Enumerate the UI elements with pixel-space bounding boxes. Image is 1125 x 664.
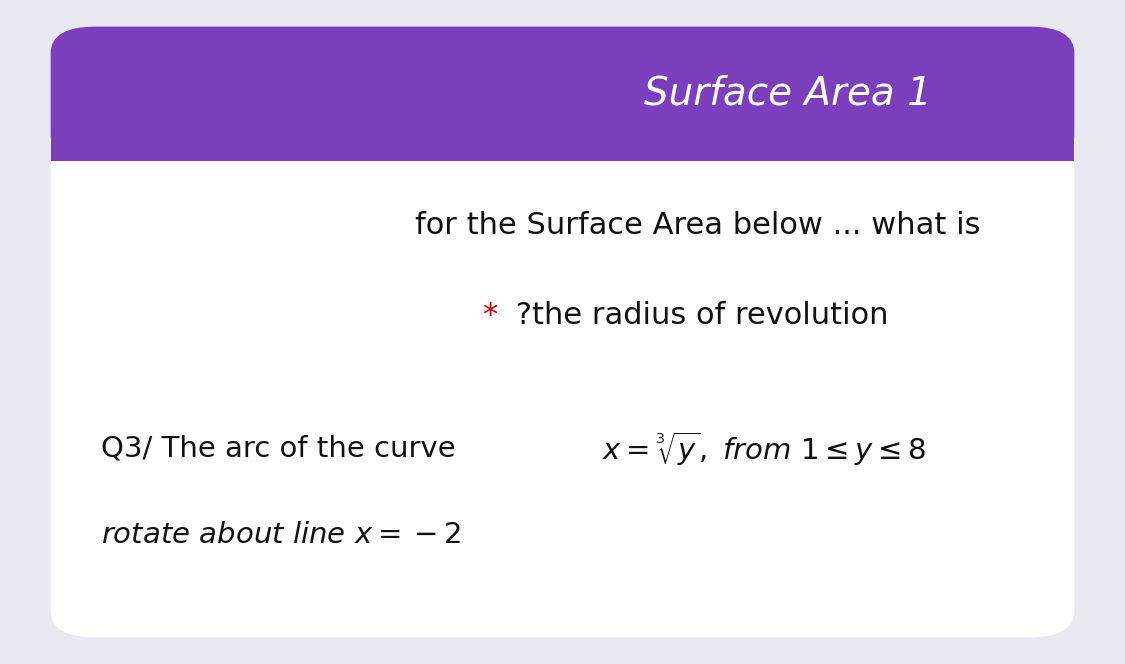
FancyBboxPatch shape [51,27,1074,161]
Text: *: * [482,301,497,330]
Text: Q3/ The arc of the curve: Q3/ The arc of the curve [101,434,465,462]
Bar [51,100,1074,161]
FancyBboxPatch shape [51,27,1074,637]
Text: $x=\sqrt[3]{y},\ from\ 1 \leq y \leq 8$: $x=\sqrt[3]{y},\ from\ 1 \leq y \leq 8$ [602,429,926,467]
Text: $rotate\ about\ line\ x = -2$: $rotate\ about\ line\ x = -2$ [101,521,461,548]
Text: Surface Area 1: Surface Area 1 [644,75,932,113]
Text: ?the radius of revolution: ?the radius of revolution [506,301,889,330]
Text: for the Surface Area below ... what is: for the Surface Area below ... what is [415,211,980,240]
